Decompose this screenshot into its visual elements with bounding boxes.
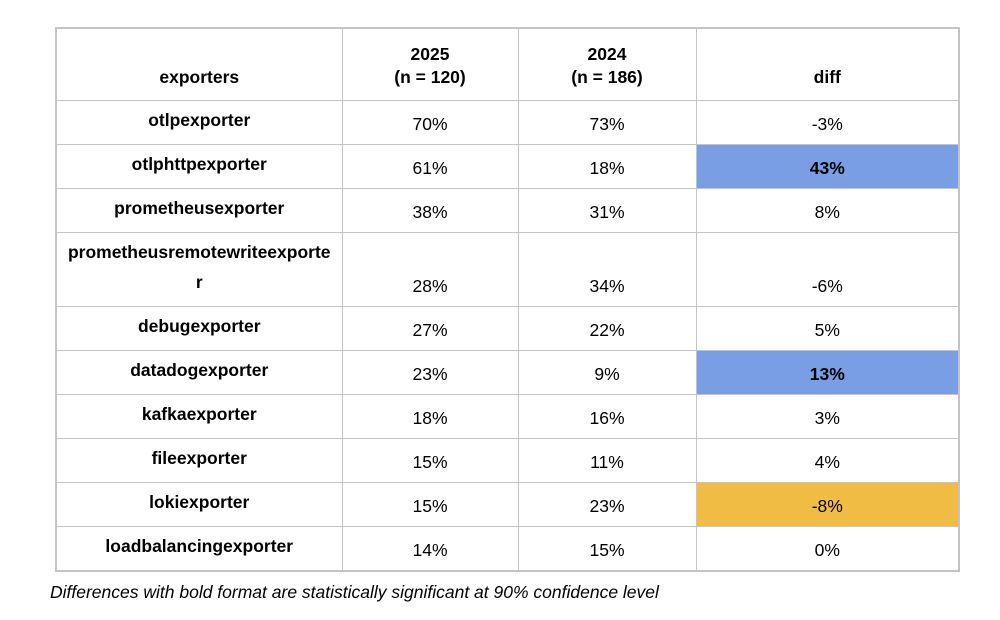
value-2025-cell: 18%: [341, 393, 519, 439]
value-2025-cell: 15%: [341, 481, 519, 527]
header-row: exporters 2025 (n = 120) 2024 (n = 186) …: [55, 27, 960, 101]
col-header-2025-n: (n = 120): [394, 66, 466, 87]
exporter-name-cell: prometheusremotewriteexporter: [55, 231, 343, 307]
exporter-name-cell: loadbalancingexporter: [55, 525, 343, 571]
col-header-exporters-label: exporters: [159, 66, 240, 87]
table-row: datadogexporter 23% 9% 13%: [55, 349, 960, 395]
diff-cell: 5%: [695, 305, 960, 351]
diff-cell: -6%: [695, 231, 960, 307]
col-header-exporters: exporters: [55, 27, 343, 101]
table-row: otlpexporter 70% 73% -3%: [55, 99, 960, 145]
value-2025-cell: 28%: [341, 231, 519, 307]
table-row: loadbalancingexporter 14% 15% 0%: [55, 525, 960, 571]
diff-cell: -3%: [695, 99, 960, 145]
value-2024-cell: 9%: [517, 349, 697, 395]
exporter-name-cell: debugexporter: [55, 305, 343, 351]
value-2024-cell: 22%: [517, 305, 697, 351]
diff-cell: 4%: [695, 437, 960, 483]
value-2024-cell: 16%: [517, 393, 697, 439]
exporter-name-cell: otlphttpexporter: [55, 143, 343, 189]
value-2024-cell: 11%: [517, 437, 697, 483]
exporter-name-cell: lokiexporter: [55, 481, 343, 527]
exporter-name-cell: datadogexporter: [55, 349, 343, 395]
value-2024-cell: 18%: [517, 143, 697, 189]
col-header-2025: 2025 (n = 120): [341, 27, 519, 101]
diff-cell: 13%: [695, 349, 960, 395]
col-header-diff: diff: [695, 27, 960, 101]
table-body: otlpexporter 70% 73% -3% otlphttpexporte…: [55, 99, 960, 571]
table-row: debugexporter 27% 22% 5%: [55, 305, 960, 351]
table-header: exporters 2025 (n = 120) 2024 (n = 186) …: [55, 27, 960, 101]
value-2024-cell: 34%: [517, 231, 697, 307]
value-2025-cell: 15%: [341, 437, 519, 483]
value-2025-cell: 14%: [341, 525, 519, 571]
value-2024-cell: 23%: [517, 481, 697, 527]
value-2025-cell: 27%: [341, 305, 519, 351]
col-header-2024-year: 2024: [587, 43, 627, 64]
diff-cell: 3%: [695, 393, 960, 439]
diff-cell: 8%: [695, 187, 960, 233]
value-2024-cell: 15%: [517, 525, 697, 571]
value-2025-cell: 38%: [341, 187, 519, 233]
exporters-table: exporters 2025 (n = 120) 2024 (n = 186) …: [55, 27, 960, 572]
col-header-2024-n: (n = 186): [571, 66, 643, 87]
value-2025-cell: 61%: [341, 143, 519, 189]
value-2025-cell: 70%: [341, 99, 519, 145]
exporter-name-cell: otlpexporter: [55, 99, 343, 145]
exporter-name-cell: kafkaexporter: [55, 393, 343, 439]
table-row: fileexporter 15% 11% 4%: [55, 437, 960, 483]
col-header-2024: 2024 (n = 186): [517, 27, 697, 101]
exporter-name-cell: fileexporter: [55, 437, 343, 483]
table-row: prometheusremotewriteexporter 28% 34% -6…: [55, 231, 960, 307]
table-row: lokiexporter 15% 23% -8%: [55, 481, 960, 527]
table-row: kafkaexporter 18% 16% 3%: [55, 393, 960, 439]
diff-cell: 0%: [695, 525, 960, 571]
footnote: Differences with bold format are statist…: [50, 581, 659, 602]
diff-cell: 43%: [695, 143, 960, 189]
value-2024-cell: 73%: [517, 99, 697, 145]
diff-cell: -8%: [695, 481, 960, 527]
table-row: prometheusexporter 38% 31% 8%: [55, 187, 960, 233]
col-header-diff-label: diff: [813, 66, 841, 87]
value-2024-cell: 31%: [517, 187, 697, 233]
col-header-2025-year: 2025: [410, 43, 450, 64]
exporter-name-cell: prometheusexporter: [55, 187, 343, 233]
table-row: otlphttpexporter 61% 18% 43%: [55, 143, 960, 189]
value-2025-cell: 23%: [341, 349, 519, 395]
page: exporters 2025 (n = 120) 2024 (n = 186) …: [50, 27, 960, 602]
